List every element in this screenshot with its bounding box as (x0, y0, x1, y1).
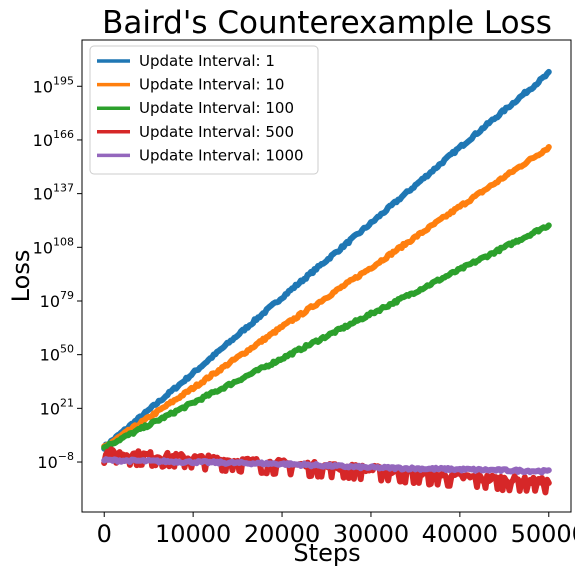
series-line-4 (101, 456, 552, 476)
series-line-2 (101, 222, 552, 451)
series-line-0 (101, 68, 552, 452)
x-tick-label: 50000 (511, 520, 575, 548)
x-tick-label: 40000 (422, 520, 498, 548)
y-tick-label: 10195 (33, 74, 74, 96)
y-axis-label: Loss (7, 250, 35, 303)
plot-frame (81, 39, 572, 513)
ticks-layer: 0 10000 20000 30000 40000 50000 10−8 1021 1050 10… (33, 74, 575, 548)
legend: Update Interval: 1 Update Interval: 10 Upd… (89, 45, 319, 175)
x-tick-label: 30000 (333, 520, 409, 548)
x-axis-label: Steps (293, 539, 360, 567)
legend-entry-2: Update Interval: 100 (139, 99, 294, 117)
chart-title: Baird's Counterexample Loss (102, 5, 552, 41)
series-line-1 (101, 144, 552, 450)
legend-box (89, 45, 319, 175)
y-tick-label: 10−8 (37, 450, 74, 472)
y-tick-label: 10108 (33, 235, 74, 257)
x-tick-label: 0 (97, 520, 112, 548)
y-tick-label: 10166 (33, 128, 74, 150)
legend-entry-3: Update Interval: 500 (139, 123, 294, 141)
legend-entry-0: Update Interval: 1 (139, 52, 275, 70)
y-tick-label: 1050 (40, 343, 74, 365)
x-tick-label: 10000 (155, 520, 231, 548)
y-tick-label: 1021 (40, 396, 74, 418)
x-tick-label: 20000 (244, 520, 320, 548)
legend-entry-4: Update Interval: 1000 (139, 146, 304, 164)
series-layer (101, 68, 552, 496)
y-tick-label: 1079 (40, 289, 74, 311)
y-tick-label: 10137 (33, 182, 74, 204)
legend-entry-1: Update Interval: 10 (139, 76, 284, 94)
